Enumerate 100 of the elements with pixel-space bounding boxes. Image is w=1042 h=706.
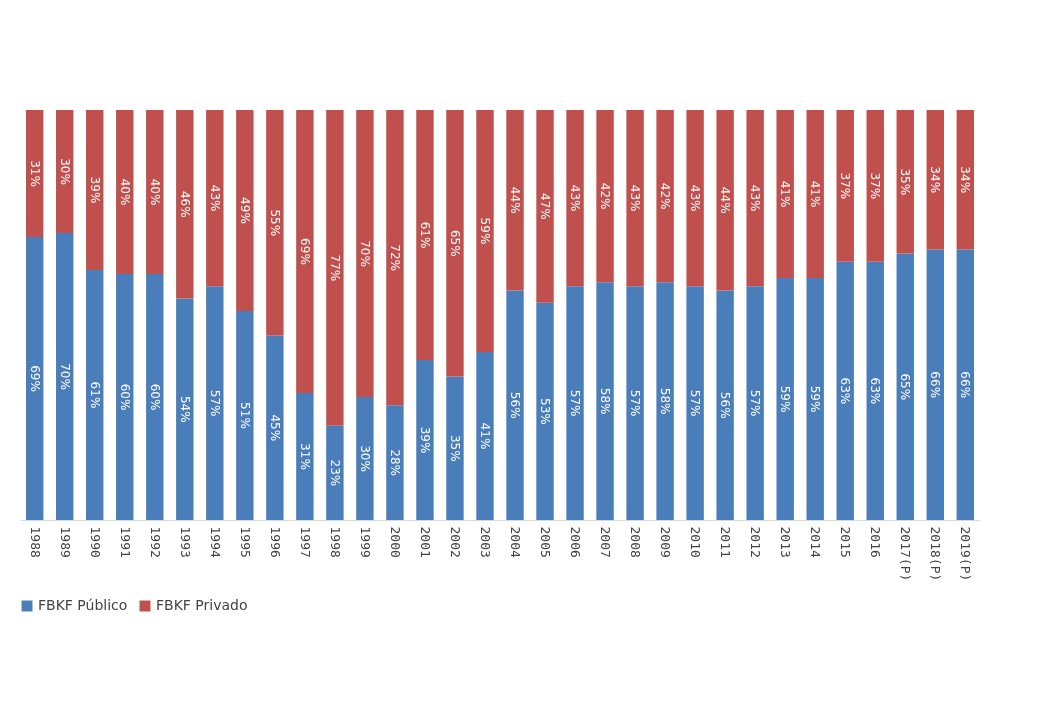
x-tick-label: 1991 <box>117 526 133 558</box>
bar <box>716 290 734 520</box>
data-label: 57% <box>207 389 222 417</box>
bar <box>86 110 104 270</box>
data-label: 57% <box>568 389 583 417</box>
data-label: 43% <box>207 184 222 212</box>
data-label: 51% <box>237 402 252 429</box>
x-tick-label: 2015 <box>838 526 854 558</box>
bar <box>536 302 554 520</box>
data-label: 49% <box>237 197 252 224</box>
bar <box>146 274 164 520</box>
data-label: 39% <box>87 176 102 204</box>
bar <box>866 110 884 262</box>
data-label: 34% <box>958 166 973 194</box>
bar <box>626 286 644 520</box>
data-label: 35% <box>898 168 913 196</box>
bar <box>386 405 404 520</box>
bar <box>176 298 194 520</box>
data-label: 77% <box>327 254 342 282</box>
bar <box>266 335 284 520</box>
x-tick-label: 1990 <box>87 526 103 558</box>
data-label: 65% <box>447 229 462 257</box>
bar <box>866 261 884 520</box>
bar <box>56 110 74 233</box>
x-tick-label: 2018(P) <box>928 526 944 582</box>
bar <box>26 237 44 520</box>
data-label: 42% <box>658 182 673 210</box>
bar <box>206 110 224 287</box>
bar <box>806 110 824 279</box>
data-label: 59% <box>778 385 793 413</box>
bar <box>416 360 434 520</box>
data-label: 61% <box>87 381 102 409</box>
bar <box>56 233 74 520</box>
bar <box>476 110 494 352</box>
bar <box>926 249 944 520</box>
data-label: 23% <box>327 459 342 487</box>
data-label: 59% <box>477 217 492 245</box>
bar <box>956 110 974 250</box>
data-label: 40% <box>117 178 132 206</box>
data-label: 31% <box>27 160 42 187</box>
bar <box>746 286 764 520</box>
x-tick-label: 1995 <box>237 526 253 558</box>
x-tick-label: 1999 <box>357 526 373 558</box>
bar <box>86 269 104 520</box>
data-label: 60% <box>147 383 162 411</box>
data-label: 57% <box>628 389 643 417</box>
legend-label: FBKF Público <box>38 597 128 613</box>
bar <box>446 376 464 520</box>
bar <box>956 249 974 520</box>
data-label: 58% <box>658 387 673 415</box>
data-label: 39% <box>417 426 432 454</box>
x-tick-label: 2017(P) <box>898 526 914 582</box>
x-tick-label: 2013 <box>778 526 794 558</box>
data-label: 57% <box>688 389 703 417</box>
data-label: 44% <box>718 186 733 214</box>
data-label: 56% <box>508 391 523 419</box>
bar <box>836 261 854 520</box>
data-label: 58% <box>598 387 613 415</box>
data-label: 54% <box>177 395 192 423</box>
data-label: 59% <box>808 385 823 413</box>
x-tick-label: 1996 <box>267 526 283 558</box>
bar <box>236 110 254 311</box>
bar <box>266 110 284 336</box>
bar <box>896 110 914 254</box>
bar <box>176 110 194 299</box>
x-tick-label: 2016 <box>868 526 884 558</box>
data-label: 30% <box>57 158 72 185</box>
data-label: 43% <box>628 184 643 212</box>
bar <box>596 110 614 283</box>
bar <box>506 290 524 520</box>
bar <box>476 351 494 520</box>
x-tick-label: 2009 <box>658 526 674 558</box>
bar <box>896 253 914 520</box>
x-tick-label: 2004 <box>508 526 524 558</box>
bar <box>356 397 374 520</box>
x-tick-label: 2007 <box>598 526 614 558</box>
data-label: 53% <box>538 398 553 425</box>
x-tick-label: 1989 <box>57 526 73 558</box>
data-label: 66% <box>928 371 943 399</box>
bar <box>26 110 44 238</box>
bar <box>536 110 554 303</box>
x-tick-label: 2008 <box>628 526 644 558</box>
data-label: 31% <box>297 443 312 470</box>
data-label: 57% <box>748 389 763 417</box>
bar <box>326 425 344 520</box>
bar <box>836 110 854 262</box>
bar <box>806 278 824 520</box>
bar <box>566 110 584 287</box>
data-label: 60% <box>117 383 132 411</box>
bar <box>566 286 584 520</box>
x-tick-label: 2003 <box>477 526 493 558</box>
data-label: 37% <box>838 172 853 200</box>
x-tick-label: 1993 <box>177 526 193 558</box>
bar <box>146 110 164 274</box>
bar <box>386 110 404 406</box>
x-tick-label: 2001 <box>417 526 433 558</box>
data-label: 70% <box>57 363 72 390</box>
bar <box>236 310 254 520</box>
data-label: 63% <box>838 377 853 405</box>
data-label: 28% <box>387 449 402 476</box>
